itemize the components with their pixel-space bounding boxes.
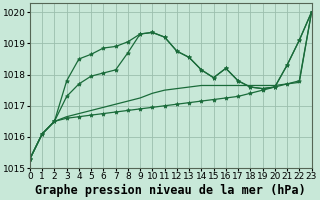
X-axis label: Graphe pression niveau de la mer (hPa): Graphe pression niveau de la mer (hPa) (36, 184, 306, 197)
